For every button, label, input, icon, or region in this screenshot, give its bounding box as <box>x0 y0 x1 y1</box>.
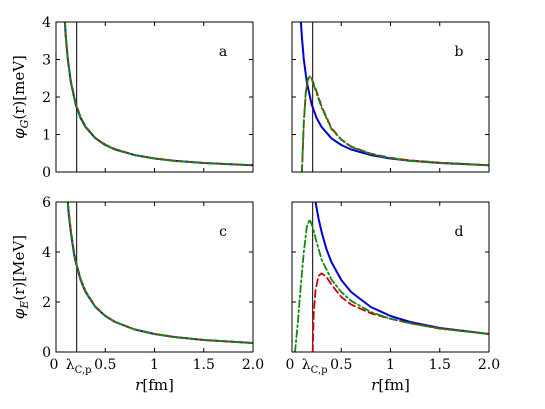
series-dashed-line <box>300 75 489 172</box>
y-tick-label: 6 <box>42 195 51 211</box>
y-tick-label: 2 <box>42 295 51 311</box>
y-tick-label: 4 <box>42 245 51 261</box>
y-axis-title: φG(r)[meV] <box>10 55 31 139</box>
panel-c: 0 2 4 6 0 λC,p 0.5 1 1.5 2.0 c φE(r)[MeV] r[fm] <box>10 195 264 394</box>
y-tick-label: 0 <box>42 345 51 361</box>
x-tick-label: 0.5 <box>330 357 352 373</box>
x-tick-label: 2.0 <box>242 357 264 373</box>
x-tick-label: 0 <box>50 357 59 373</box>
x-tick-label: 1 <box>150 357 159 373</box>
panel-label: a <box>219 44 227 60</box>
series-dashdot-line <box>64 22 253 167</box>
panel-label: d <box>455 224 464 240</box>
x-axis-title: r[fm] <box>371 376 410 394</box>
x-tick-label: 1.5 <box>193 357 215 373</box>
plot-area <box>66 202 253 352</box>
series-dashdot-line <box>300 75 489 172</box>
x-tick-label: 1.5 <box>429 357 451 373</box>
y-tick-label: 3 <box>42 53 51 69</box>
panel-a: 0 1 2 3 4 a φG(r)[meV] <box>10 15 254 181</box>
plot-area <box>294 202 489 352</box>
series-dashed-line <box>311 272 489 352</box>
x-tick-label: 2.0 <box>478 357 500 373</box>
y-tick-label: 4 <box>42 15 51 31</box>
panel-label: b <box>455 44 464 60</box>
x-axis-title: r[fm] <box>135 376 174 394</box>
x-tick-label: 1 <box>386 357 395 373</box>
panel-b: b <box>291 21 490 173</box>
x-tick-label: 0.5 <box>94 357 116 373</box>
panel-label: c <box>219 224 227 240</box>
series-solid-line <box>314 202 489 335</box>
plot-area <box>63 22 253 172</box>
series-dashdot-line <box>66 202 253 344</box>
series-dashdot-line <box>294 218 489 352</box>
plot-area <box>299 22 489 172</box>
y-tick-label: 1 <box>42 128 51 144</box>
x-tick-label: 0 <box>286 357 295 373</box>
panel-d: 0 λC,p 0.5 1 1.5 2.0 d r[fm] <box>286 201 500 394</box>
y-axis-title: φE(r)[MeV] <box>10 235 31 319</box>
x-tick-label: λC,p <box>302 357 328 376</box>
x-tick-label: λC,p <box>66 357 92 376</box>
y-tick-label: 2 <box>42 90 51 106</box>
y-tick-label: 0 <box>42 165 51 181</box>
